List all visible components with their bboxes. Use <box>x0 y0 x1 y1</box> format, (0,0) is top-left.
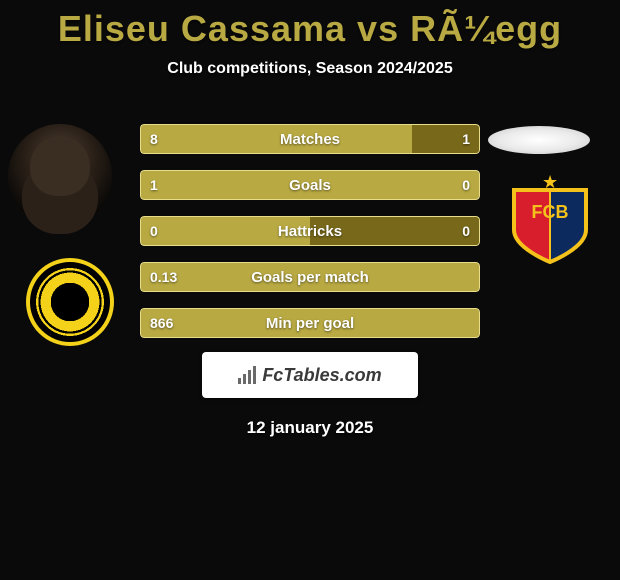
subtitle: Club competitions, Season 2024/2025 <box>0 60 620 78</box>
bars-icon <box>238 366 256 384</box>
bar-right <box>310 216 480 246</box>
bar-row-gpm: 0.13 Goals per match <box>140 262 480 292</box>
date-text: 12 january 2025 <box>0 418 620 438</box>
bar-value-right: 0 <box>462 170 470 200</box>
bar-value-right: 0 <box>462 216 470 246</box>
shield-icon: FCB <box>510 186 590 264</box>
club-badge-right: ★ FCB <box>500 178 600 264</box>
bar-left <box>140 262 480 292</box>
player-left-avatar <box>8 124 112 228</box>
page-title: Eliseu Cassama vs RÃ¼egg <box>0 0 620 50</box>
bar-left <box>140 124 412 154</box>
bar-row-hattricks: 0 0 Hattricks <box>140 216 480 246</box>
bar-row-mpg: 866 Min per goal <box>140 308 480 338</box>
watermark: FcTables.com <box>202 352 418 398</box>
bar-left <box>140 170 480 200</box>
bar-value-right: 1 <box>462 124 470 154</box>
club-badge-left <box>26 258 114 346</box>
bar-left <box>140 308 480 338</box>
bar-left <box>140 216 310 246</box>
bar-row-matches: 8 1 Matches <box>140 124 480 154</box>
bar-value-left: 866 <box>150 308 173 338</box>
bar-value-left: 1 <box>150 170 158 200</box>
bar-value-left: 0.13 <box>150 262 177 292</box>
bar-row-goals: 1 0 Goals <box>140 170 480 200</box>
club-badge-right-letters: FCB <box>532 202 569 222</box>
bar-value-left: 8 <box>150 124 158 154</box>
player-right-avatar <box>488 126 590 154</box>
bar-value-left: 0 <box>150 216 158 246</box>
watermark-text: FcTables.com <box>262 365 381 386</box>
comparison-bars: 8 1 Matches 1 0 Goals 0 0 Hattricks 0.13… <box>140 124 480 354</box>
